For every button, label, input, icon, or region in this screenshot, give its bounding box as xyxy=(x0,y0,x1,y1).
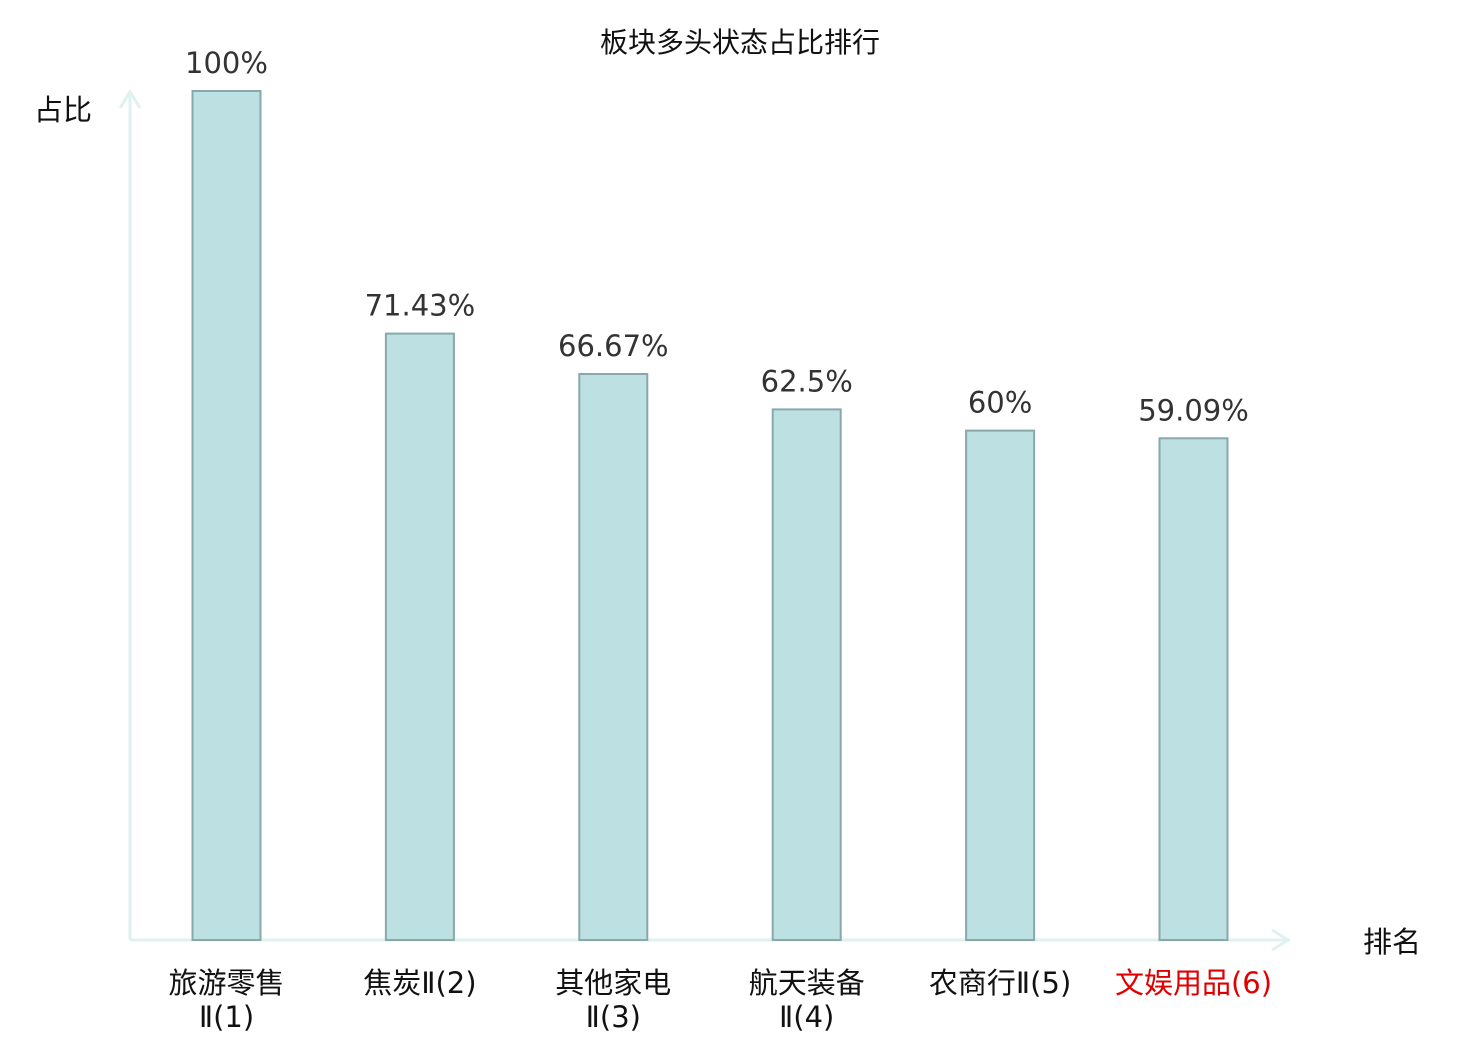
value-label-2: 71.43% xyxy=(365,289,476,323)
bar-3 xyxy=(578,373,649,941)
category-label-5-line-1: 农商行Ⅱ(5) xyxy=(929,966,1071,1000)
bar-1 xyxy=(191,90,262,941)
value-label-5: 60% xyxy=(968,386,1032,420)
category-label-1-line-1: 旅游零售 xyxy=(168,966,284,1000)
category-label-4-line-1: 航天装备 xyxy=(749,966,865,1000)
y-axis-arrow xyxy=(118,89,142,109)
category-label-3-line-1: 其他家电 xyxy=(555,966,671,1000)
y-axis-label: 占比 xyxy=(34,93,92,127)
chart-title: 板块多头状态占比排行 xyxy=(600,26,880,59)
category-label-4-line-2: Ⅱ(4) xyxy=(779,1000,834,1034)
value-label-4: 62.5% xyxy=(761,364,853,398)
category-label-2-line-1: 焦炭Ⅱ(2) xyxy=(363,966,476,1000)
x-axis-arrow xyxy=(1271,928,1291,952)
value-labels-group: 100% 71.43% 66.67% 62.5% 60% 59.09% xyxy=(185,46,1249,427)
bar-5 xyxy=(965,429,1036,941)
bar-6 xyxy=(1158,437,1229,941)
bar-2 xyxy=(384,332,455,942)
bar-4 xyxy=(771,408,842,941)
category-label-1-line-2: Ⅱ(1) xyxy=(199,1000,254,1034)
category-label-6-line-1: 文娱用品(6) xyxy=(1115,966,1272,1000)
category-label-3-line-2: Ⅱ(3) xyxy=(586,1000,641,1034)
value-label-1: 100% xyxy=(185,46,268,80)
value-label-3: 66.67% xyxy=(558,329,669,363)
x-axis-label: 排名 xyxy=(1363,925,1421,959)
value-label-6: 59.09% xyxy=(1138,393,1249,427)
bars-group xyxy=(191,90,1229,942)
